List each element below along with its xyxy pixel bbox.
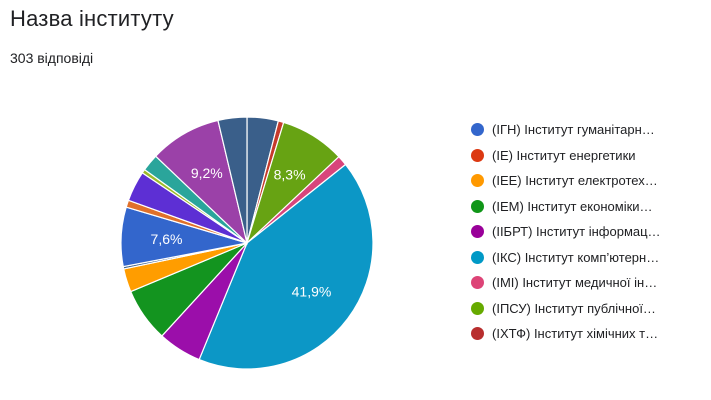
- legend-label: (ІІБРТ) Інститут інформац…: [492, 224, 661, 240]
- legend-item[interactable]: (ІПСУ) Інститут публічної…: [471, 296, 703, 322]
- slice-data-label: 7,6%: [151, 231, 183, 247]
- legend-swatch: [471, 174, 484, 188]
- legend-item[interactable]: (ІКС) Інститут комп’ютерн…: [471, 245, 703, 271]
- slice-data-label: 8,3%: [274, 167, 306, 183]
- legend-swatch: [471, 276, 484, 290]
- legend-label: (ІКС) Інститут комп’ютерн…: [492, 249, 660, 265]
- chart-legend: (ІГН) Інститут гуманітарн… (ІЕ) Інститут …: [471, 117, 703, 347]
- legend-swatch: [471, 199, 484, 213]
- slice-data-label: 9,2%: [191, 165, 223, 181]
- legend-label: (ІХТФ) Інститут хімічних т…: [492, 326, 659, 342]
- legend-label: (ІГН) Інститут гуманітарн…: [492, 122, 655, 138]
- legend-swatch: [471, 148, 484, 162]
- legend-label: (ІЕЕ) Інститут електротех…: [492, 173, 658, 189]
- pie-slice[interactable]: [198, 163, 374, 370]
- legend-item[interactable]: (ІІБРТ) Інститут інформац…: [471, 219, 703, 245]
- pie-slice[interactable]: [217, 116, 248, 244]
- legend-item[interactable]: (ІХТФ) Інститут хімічних т…: [471, 321, 703, 347]
- legend-item[interactable]: (ІЕЕ) Інститут електротех…: [471, 168, 703, 194]
- legend-swatch: [471, 301, 484, 315]
- page-title: Назва інституту: [10, 6, 174, 31]
- legend-swatch: [471, 225, 484, 239]
- legend-item[interactable]: (ІГН) Інститут гуманітарн…: [471, 117, 703, 143]
- legend-swatch: [471, 327, 484, 341]
- legend-label: (ІЕ) Інститут енергетики: [492, 147, 636, 163]
- legend-item[interactable]: (ІЕ) Інститут енергетики: [471, 143, 703, 169]
- legend-label: (ІМІ) Інститут медичної ін…: [492, 275, 658, 291]
- legend-item[interactable]: (ІМІ) Інститут медичної ін…: [471, 270, 703, 296]
- legend-swatch: [471, 250, 484, 264]
- slice-data-label: 41,9%: [292, 283, 332, 299]
- response-count: 303 відповіді: [10, 50, 94, 66]
- legend-swatch: [471, 123, 484, 137]
- legend-label: (ІПСУ) Інститут публічної…: [492, 300, 656, 316]
- legend-item[interactable]: (ІЕМ) Інститут економіки…: [471, 194, 703, 220]
- legend-label: (ІЕМ) Інститут економіки…: [492, 198, 653, 214]
